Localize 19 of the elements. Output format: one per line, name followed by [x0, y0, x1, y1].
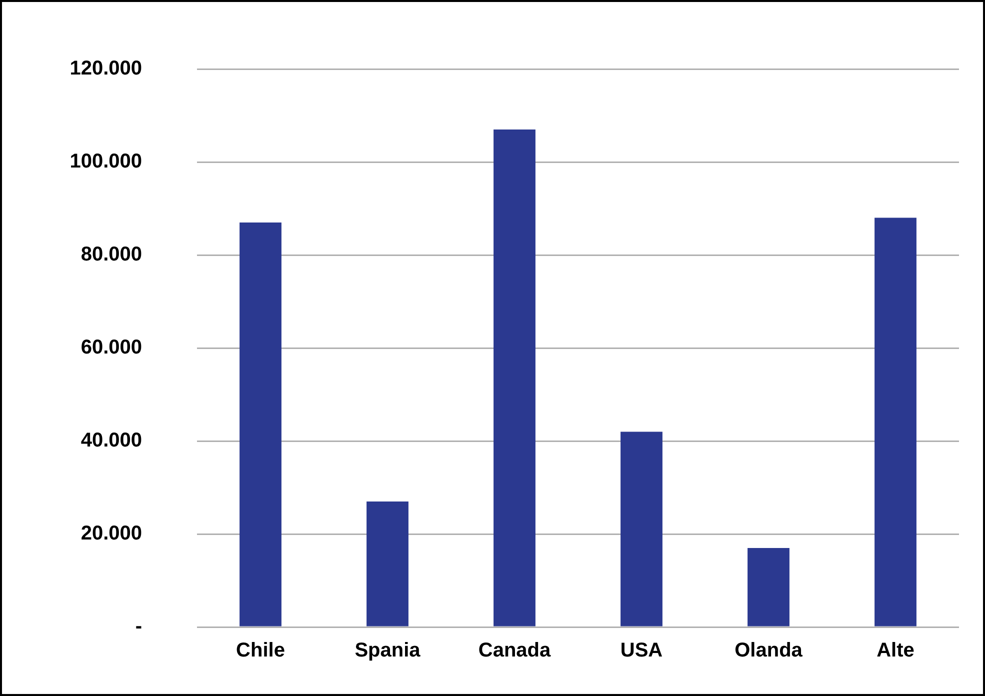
- x-tick-label: Alte: [876, 640, 914, 662]
- x-tick-label: Spania: [354, 640, 422, 662]
- y-tick-label: 120.000: [70, 58, 142, 80]
- y-tick-label: 20.000: [80, 522, 142, 545]
- y-tick-label: 100.000: [70, 150, 142, 173]
- bar: [494, 129, 536, 626]
- bar: [620, 432, 662, 626]
- y-tick-label: 80.000: [80, 244, 142, 266]
- bar: [874, 218, 916, 626]
- bar: [366, 501, 408, 626]
- y-tick-label: -: [135, 616, 142, 638]
- x-tick-label: Chile: [236, 640, 285, 662]
- x-tick-label: Canada: [478, 640, 552, 662]
- x-tick-label: USA: [620, 640, 663, 662]
- x-tick-label: Olanda: [734, 640, 804, 662]
- y-tick-label: 40.000: [80, 430, 142, 452]
- bar: [240, 222, 282, 626]
- bar: [748, 548, 790, 626]
- y-tick-label: 60.000: [80, 336, 142, 359]
